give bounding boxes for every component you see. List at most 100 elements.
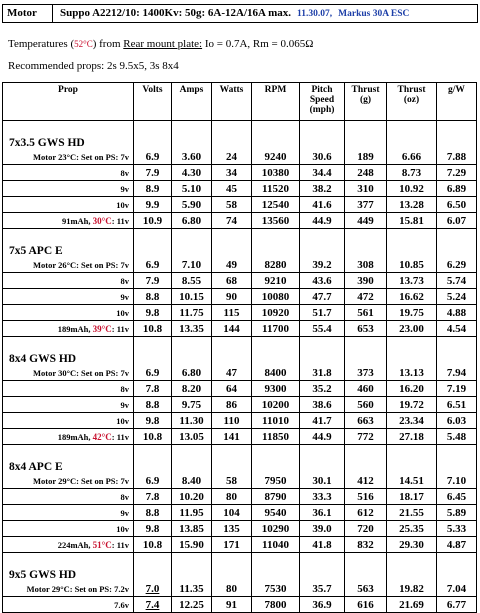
data-cell: 6.89 (436, 180, 477, 197)
table-row: 224mAh, 51°C: 11v 10.8 15.90 171 11040 41.8 83… (2, 536, 477, 553)
data-cell: 563 (344, 581, 387, 597)
row-label: 8v (2, 272, 134, 289)
data-cell: 38.6 (299, 396, 345, 413)
data-cell: 10.8 (133, 536, 172, 553)
data-cell: 13.13 (386, 365, 437, 381)
data-cell: 8280 (251, 257, 300, 273)
row-label: Motor 30°C: Set on PS: 7v (2, 365, 134, 381)
empty-cell (211, 132, 252, 149)
data-cell: 5.89 (436, 504, 477, 521)
data-cell: 11850 (251, 428, 300, 445)
empty-cell (251, 348, 300, 365)
spacer-cell (171, 336, 212, 348)
data-cell: 80 (211, 581, 252, 597)
spacer-cell (133, 120, 172, 132)
spacer-cell (436, 444, 477, 456)
data-cell: 8.55 (171, 272, 212, 289)
spacer-cell (2, 444, 134, 456)
row-label-text: 189mAh, (57, 431, 93, 442)
data-cell: 19.75 (386, 304, 437, 321)
data-cell: 4.54 (436, 320, 477, 337)
data-cell: 104 (211, 504, 252, 521)
data-cell: 19.72 (386, 396, 437, 413)
spacer-cell (299, 552, 345, 564)
row-label-text: 9v (120, 399, 130, 410)
prop-name: 8x4 GWS HD (2, 348, 134, 365)
empty-cell (211, 564, 252, 581)
row-label-tail: : 11v (111, 323, 129, 334)
row-label-text: 9v (120, 507, 130, 518)
data-cell: 10080 (251, 288, 300, 305)
data-cell: 4.30 (171, 164, 212, 181)
spacer-cell (344, 444, 387, 456)
spacer-cell (211, 336, 252, 348)
section-spacer (2, 120, 477, 132)
data-cell: 7.29 (436, 164, 477, 181)
row-label-text: Motor 26°C: Set on PS: 7v (32, 259, 129, 270)
empty-cell (299, 348, 345, 365)
data-cell: 55.4 (299, 320, 345, 337)
data-cell: 34.4 (299, 164, 345, 181)
spacer-cell (344, 228, 387, 240)
spacer-cell (133, 336, 172, 348)
data-cell: 47.7 (299, 288, 345, 305)
data-cell: 11700 (251, 320, 300, 337)
data-cell: 248 (344, 164, 387, 181)
data-cell: 23.00 (386, 320, 437, 337)
data-cell: 13.28 (386, 196, 437, 213)
data-cell: 80 (211, 488, 252, 505)
empty-cell (436, 132, 477, 149)
empty-cell (171, 240, 212, 257)
data-cell: 49 (211, 257, 252, 273)
data-cell: 6.07 (436, 212, 477, 229)
row-label: 10v (2, 412, 134, 429)
empty-cell (436, 564, 477, 581)
table-row: 10v 9.8 11.30 110 11010 41.7 663 23.34 6.03 (2, 412, 477, 429)
row-label-text: 7.6v (114, 599, 129, 610)
data-cell: 720 (344, 520, 387, 537)
spacer-cell (251, 552, 300, 564)
table-row: 189mAh, 42°C: 11v 10.8 13.05 141 11850 44.9 77… (2, 428, 477, 445)
data-cell: 377 (344, 196, 387, 213)
data-cell: 8.20 (171, 380, 212, 397)
data-cell: 41.8 (299, 536, 345, 553)
column-header: Thrust (g) (344, 82, 387, 121)
empty-cell (386, 456, 437, 473)
column-header: Volts (133, 82, 172, 121)
row-label: 8v (2, 164, 134, 181)
data-cell: 832 (344, 536, 387, 553)
spacer-cell (171, 552, 212, 564)
spacer-cell (436, 228, 477, 240)
prop-group-header: 7x5 APC E (2, 240, 477, 257)
row-label: 10v (2, 520, 134, 537)
row-label: Motor 26°C: Set on PS: 7v (2, 257, 134, 273)
empty-cell (133, 456, 172, 473)
data-cell: 7950 (251, 473, 300, 489)
empty-cell (299, 564, 345, 581)
empty-cell (251, 456, 300, 473)
table-row: Motor 30°C: Set on PS: 7v 6.9 6.80 47 8400 31… (2, 365, 477, 381)
data-cell: 8.8 (133, 288, 172, 305)
row-label-text: 10v (116, 199, 129, 210)
empty-cell (211, 348, 252, 365)
data-cell: 412 (344, 473, 387, 489)
spacer-cell (344, 336, 387, 348)
row-label-temp: 39°C (92, 323, 112, 334)
data-cell: 31.8 (299, 365, 345, 381)
row-label-text: 8v (120, 275, 130, 286)
empty-cell (299, 456, 345, 473)
table-row: Motor 29°C: Set on PS: 7v 6.9 8.40 58 7950 30… (2, 473, 477, 489)
empty-cell (299, 240, 345, 257)
data-cell: 5.10 (171, 180, 212, 197)
data-cell: 9.8 (133, 304, 172, 321)
data-cell: 15.90 (171, 536, 212, 553)
data-cell: 308 (344, 257, 387, 273)
title-bar: Motor Suppo A2212/10: 1400Kv: 50g: 6A-12… (2, 4, 478, 23)
empty-cell (344, 240, 387, 257)
data-cell: 8.73 (386, 164, 437, 181)
row-label-text: 8v (120, 383, 130, 394)
empty-cell (436, 456, 477, 473)
data-cell: 44.9 (299, 428, 345, 445)
prop-name: 8x4 APC E (2, 456, 134, 473)
spacer-cell (251, 228, 300, 240)
